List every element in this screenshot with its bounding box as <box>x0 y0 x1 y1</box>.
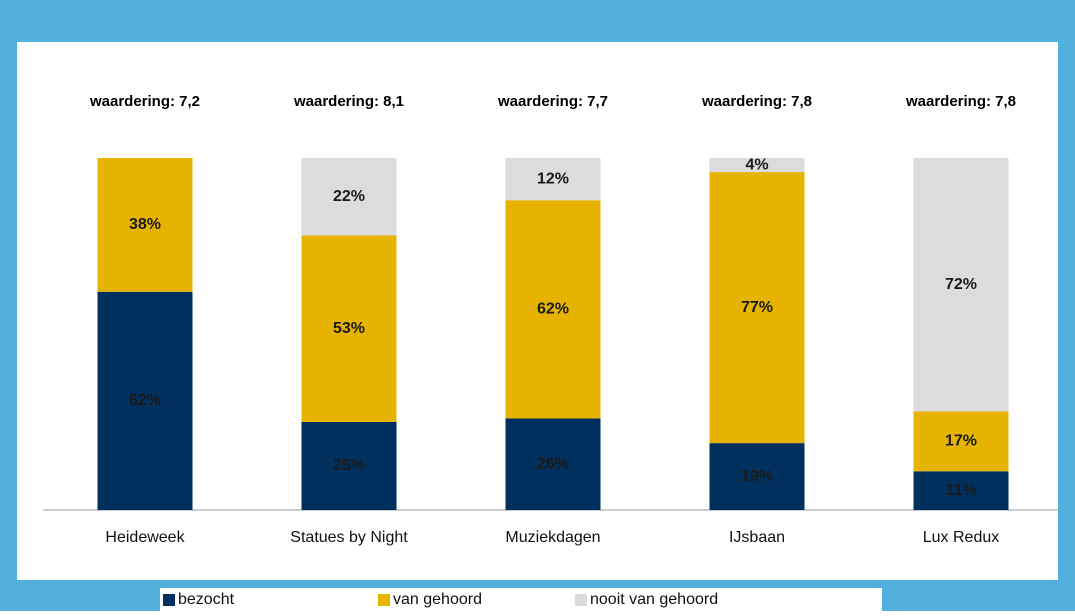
bar-segment <box>505 158 601 201</box>
legend-box <box>160 588 882 611</box>
rating-annotation: waardering: 7,8 <box>701 93 812 110</box>
x-tick-label: IJsbaan <box>729 529 785 546</box>
data-label: 11% <box>945 482 976 499</box>
x-tick-label: Muziekdagen <box>505 529 600 546</box>
bar-segment <box>913 471 1009 510</box>
bar-segment <box>301 422 397 510</box>
data-label: 62% <box>537 301 569 318</box>
bar-segment <box>301 158 397 236</box>
bar-segment <box>913 158 1009 412</box>
data-label: 4% <box>745 156 768 173</box>
bar-segment <box>301 235 397 422</box>
rating-annotation: waardering: 7,8 <box>905 93 1016 110</box>
legend-label: bezocht <box>178 591 235 608</box>
data-label: 22% <box>333 188 365 205</box>
bar-segment <box>505 418 601 510</box>
legend-swatch <box>163 594 175 606</box>
data-label: 12% <box>537 170 569 187</box>
data-label: 38% <box>129 216 161 233</box>
bar-segment <box>505 200 601 419</box>
bar-segment <box>97 158 193 292</box>
data-label: 62% <box>129 392 161 409</box>
legend-label: nooit van gehoord <box>590 591 718 608</box>
data-label: 72% <box>945 276 977 293</box>
rating-annotation: waardering: 7,7 <box>497 93 608 110</box>
x-tick-label: Lux Redux <box>923 529 1000 546</box>
data-label: 26% <box>537 455 569 472</box>
bar-segment <box>709 158 805 173</box>
bar-segment <box>709 443 805 510</box>
legend-swatch <box>378 594 390 606</box>
data-label: 19% <box>741 468 773 485</box>
data-label: 17% <box>945 433 977 450</box>
bar-segment <box>913 411 1009 472</box>
rating-annotation: waardering: 8,1 <box>293 93 404 110</box>
data-label: 25% <box>333 457 365 474</box>
data-label: 77% <box>741 299 773 316</box>
x-tick-label: Statues by Night <box>290 529 408 546</box>
legend-label: van gehoord <box>393 591 482 608</box>
x-tick-label: Heideweek <box>105 529 185 546</box>
bar-segment <box>97 291 193 510</box>
data-label: 53% <box>333 320 365 337</box>
bar-segment <box>709 172 805 444</box>
legend-swatch <box>575 594 587 606</box>
rating-annotation: waardering: 7,2 <box>89 93 200 110</box>
